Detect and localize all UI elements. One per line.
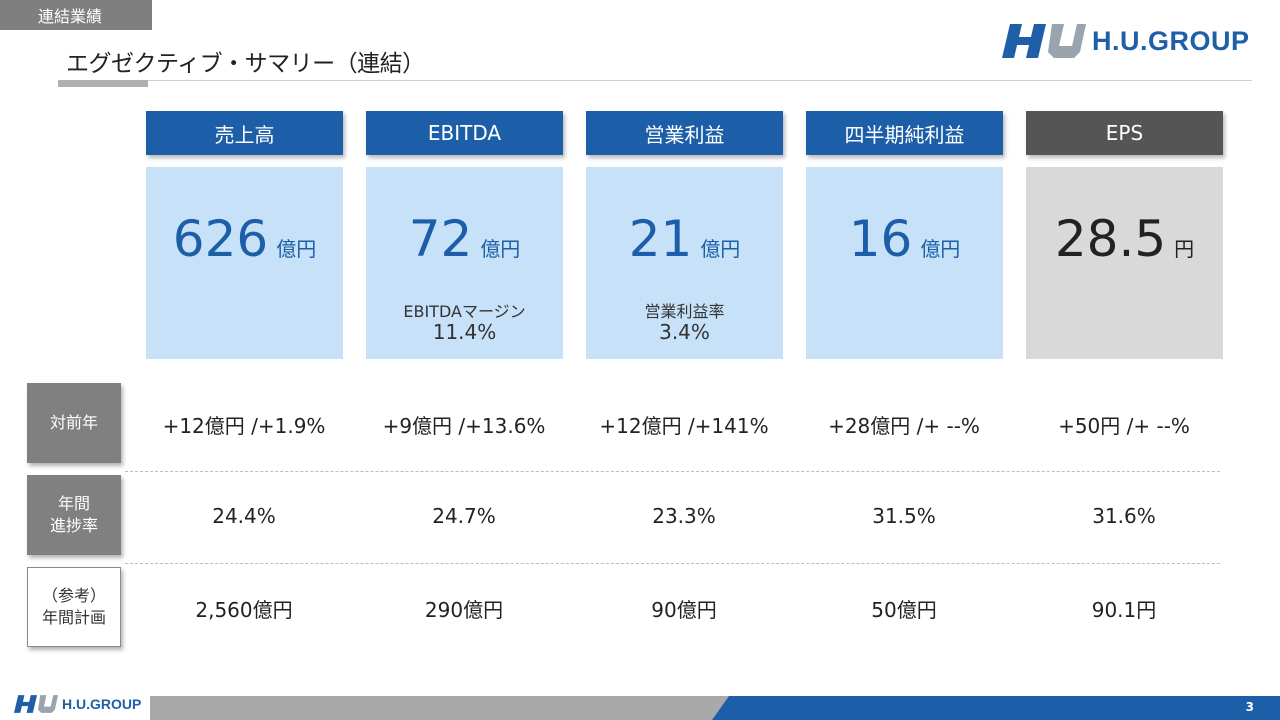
header-net-income: 四半期純利益 [806, 111, 1003, 155]
footer-blue-band [712, 696, 1280, 720]
table-cell: 2,560億円 [195, 597, 293, 622]
footer-grey-band [150, 696, 730, 720]
section-tag: 連結業績 [0, 0, 152, 30]
value-card-operating-income: 21 億円 営業利益率 3.4% [586, 167, 783, 359]
row-label-text: 年間 [57, 494, 90, 513]
value-number: 28.5 [1054, 210, 1167, 268]
table-cell: +12億円 /+1.9% [162, 413, 326, 438]
value-number: 16 [848, 210, 913, 268]
table-cell: 90億円 [651, 597, 717, 622]
header-ebitda: EBITDA [366, 111, 563, 155]
table-cell: 24.4% [212, 504, 276, 528]
value-card-revenue: 626 億円 [146, 167, 343, 359]
row-label-annual-plan: （参考） 年間計画 [27, 567, 121, 647]
value-card-ebitda: 72 億円 EBITDAマージン 11.4% [366, 167, 563, 359]
value-card-net-income: 16 億円 [806, 167, 1003, 359]
table-cell: +28億円 /+ --% [828, 413, 980, 438]
margin-label: EBITDAマージン [403, 302, 526, 321]
page-title: エグゼクティブ・サマリー（連結） [66, 51, 425, 77]
value-card-eps: 28.5 円 [1026, 167, 1223, 359]
table-cell: 90.1円 [1091, 597, 1157, 622]
table-cell: 24.7% [432, 504, 496, 528]
value-unit: 億円 [480, 237, 521, 261]
row-divider [125, 563, 1220, 564]
margin-value: 11.4% [432, 320, 497, 344]
table-cell: +12億円 /+141% [599, 413, 769, 438]
row-label-text: 進捗率 [49, 516, 98, 535]
value-unit: 円 [1174, 237, 1195, 261]
value-number: 21 [628, 210, 693, 268]
table-cell: 31.6% [1092, 504, 1156, 528]
header-eps: EPS [1026, 111, 1223, 155]
logo-text: H.U.GROUP [1092, 25, 1250, 56]
header-operating-income: 営業利益 [586, 111, 783, 155]
margin-value: 3.4% [659, 320, 710, 344]
value-unit: 億円 [700, 237, 741, 261]
hu-logo-icon [1002, 24, 1086, 58]
title-divider [58, 80, 1252, 81]
row-label-yoy: 対前年 [27, 383, 121, 463]
value-number: 72 [408, 210, 473, 268]
table-cell: +50円 /+ --% [1058, 413, 1190, 438]
page-number: 3 [1245, 700, 1254, 714]
company-logo: H.U.GROUP [1002, 22, 1250, 60]
table-cell: 23.3% [652, 504, 716, 528]
footer-logo: H.U.GROUP [14, 694, 141, 714]
row-label-text: （参考） [41, 586, 106, 605]
footer-logo-text: H.U.GROUP [62, 696, 142, 712]
table-cell: 50億円 [871, 597, 937, 622]
table-cell: 290億円 [424, 597, 504, 622]
value-unit: 億円 [920, 237, 961, 261]
table-cell: +9億円 /+13.6% [382, 413, 546, 438]
header-revenue: 売上高 [146, 111, 343, 155]
row-label-progress: 年間 進捗率 [27, 475, 121, 555]
hu-logo-icon [14, 695, 58, 713]
title-accent-bar [58, 80, 148, 87]
row-label-text: 対前年 [49, 413, 98, 432]
value-number: 626 [172, 210, 269, 268]
row-divider [125, 471, 1220, 472]
value-unit: 億円 [276, 237, 317, 261]
margin-label: 営業利益率 [644, 302, 725, 321]
row-label-text: 年間計画 [41, 608, 106, 627]
table-cell: 31.5% [872, 504, 936, 528]
